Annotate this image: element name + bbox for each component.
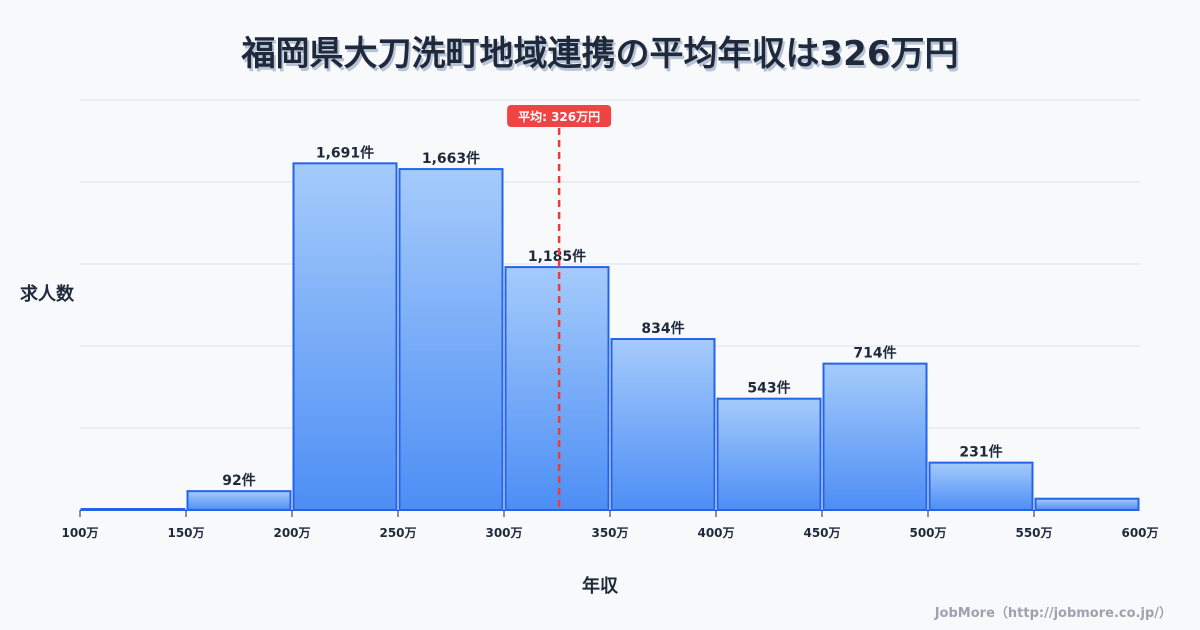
x-tick-label: 300万 — [485, 526, 522, 540]
x-tick-label: 150万 — [167, 526, 204, 540]
histogram-bar — [716, 397, 822, 511]
mean-badge: 平均: 326万円 — [507, 105, 612, 127]
x-tick-label: 200万 — [273, 526, 310, 540]
mean-badge-label: 平均: 326万円 — [518, 109, 600, 124]
bar-value-label: 1,691件 — [316, 144, 374, 161]
chart-title: 福岡県大刀洗町地域連携の平均年収は326万円 — [241, 34, 959, 74]
histogram-bar — [292, 162, 398, 511]
x-tick-label: 550万 — [1015, 526, 1052, 540]
bar-value-label: 1,185件 — [528, 248, 586, 265]
histogram-bar — [504, 266, 610, 512]
histogram-bar — [1034, 497, 1140, 512]
bar-value-label: 543件 — [747, 380, 790, 397]
histogram-bar — [80, 508, 186, 511]
bar-value-label: 1,663件 — [422, 150, 480, 167]
x-tick-label: 500万 — [909, 526, 946, 540]
histogram-bar — [610, 338, 716, 511]
x-tick-label: 450万 — [803, 526, 840, 540]
x-tick-label: 100万 — [61, 526, 98, 540]
histogram-bar — [186, 490, 292, 512]
histogram-bar — [928, 461, 1034, 511]
x-axis-ticks: 100万 150万 200万 250万 300万 350万 400万 450万 500万 550万… — [61, 510, 1159, 540]
gridlines — [80, 99, 1140, 429]
mean-marker: 平均: 326万円 — [507, 105, 612, 510]
histogram-bar — [822, 362, 928, 511]
bar-value-label: 834件 — [641, 320, 684, 337]
x-tick-label: 400万 — [697, 526, 734, 540]
histogram-bar — [398, 168, 504, 512]
bar-value-label: 714件 — [853, 345, 896, 362]
bars: 92件 1,691件 1,663件 1,185件 834件 543件 714件 231件 — [80, 144, 1140, 512]
x-axis-label: 年収 — [582, 576, 618, 597]
x-tick-label: 350万 — [591, 526, 628, 540]
x-tick-label: 250万 — [379, 526, 416, 540]
x-tick-label: 600万 — [1121, 526, 1158, 540]
y-axis-label: 求人数 — [20, 284, 74, 305]
bar-value-label: 231件 — [959, 444, 1002, 461]
bar-value-label: 92件 — [222, 472, 255, 489]
source-credit: JobMore（http://jobmore.co.jp/） — [934, 606, 1172, 621]
